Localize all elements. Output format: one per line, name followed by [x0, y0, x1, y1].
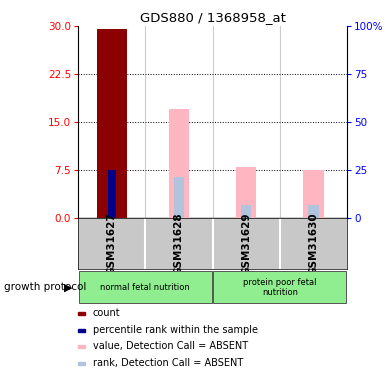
- Text: GSM31627: GSM31627: [106, 212, 117, 275]
- Text: count: count: [93, 309, 121, 318]
- Bar: [78, 312, 85, 315]
- Bar: [78, 328, 85, 332]
- Text: protein poor fetal
nutrition: protein poor fetal nutrition: [243, 278, 317, 297]
- Bar: [78, 362, 85, 364]
- Bar: [78, 345, 85, 348]
- Text: normal fetal nutrition: normal fetal nutrition: [100, 283, 190, 292]
- Text: rank, Detection Call = ABSENT: rank, Detection Call = ABSENT: [93, 358, 243, 368]
- Bar: [308, 206, 319, 218]
- Bar: [241, 206, 251, 218]
- Bar: [108, 170, 116, 218]
- Text: ▶: ▶: [64, 282, 73, 292]
- Title: GDS880 / 1368958_at: GDS880 / 1368958_at: [140, 11, 285, 24]
- Bar: [303, 170, 324, 218]
- Text: percentile rank within the sample: percentile rank within the sample: [93, 325, 258, 335]
- Bar: [169, 110, 189, 218]
- Bar: [79, 271, 212, 303]
- Text: growth protocol: growth protocol: [4, 282, 86, 292]
- Bar: [174, 177, 184, 218]
- Bar: [213, 271, 346, 303]
- Bar: [236, 167, 256, 218]
- Text: GSM31629: GSM31629: [241, 213, 251, 275]
- Text: GSM31630: GSM31630: [308, 212, 319, 275]
- Text: GSM31628: GSM31628: [174, 212, 184, 275]
- Text: value, Detection Call = ABSENT: value, Detection Call = ABSENT: [93, 342, 248, 351]
- Bar: [96, 30, 127, 218]
